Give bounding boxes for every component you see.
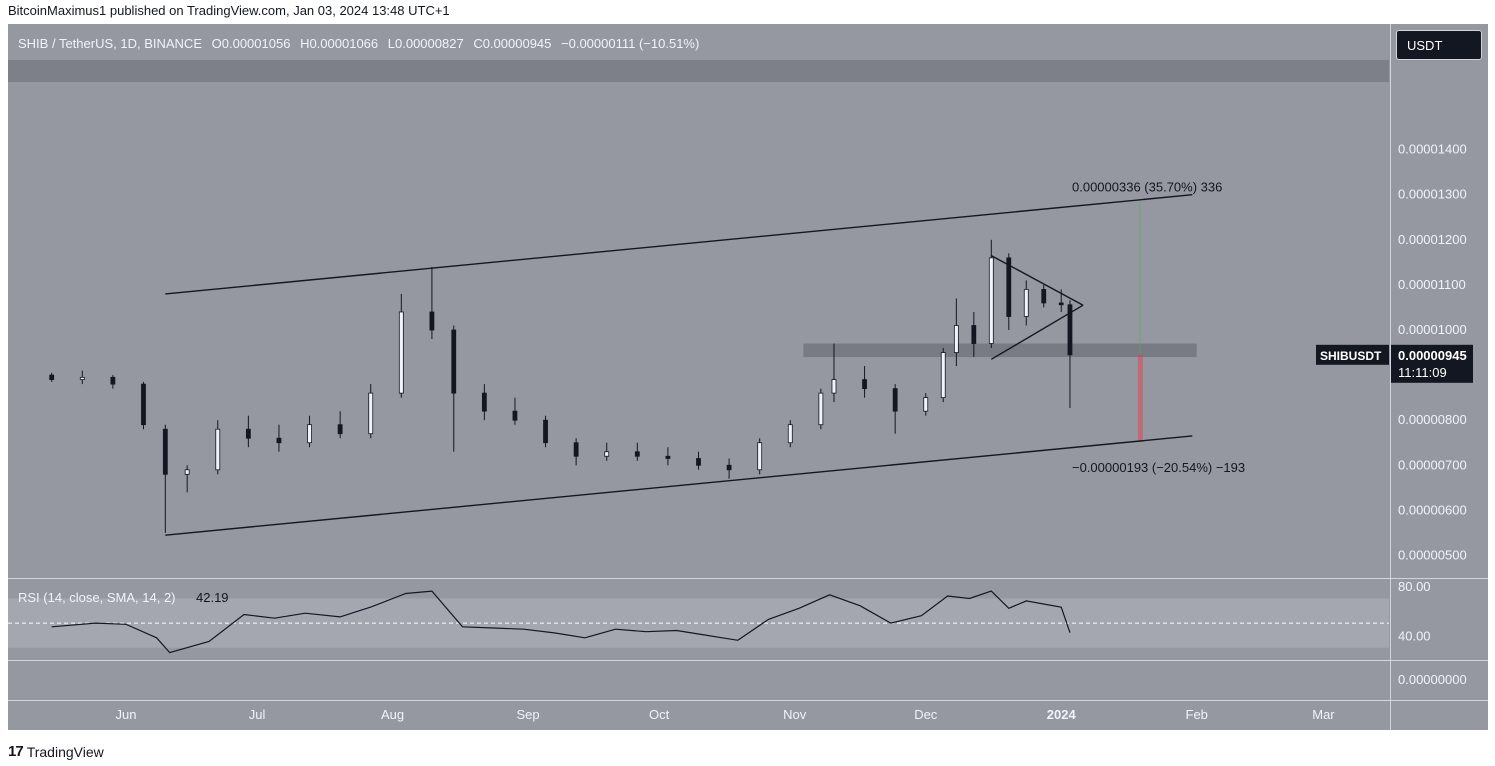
candle-body — [543, 419, 548, 444]
legend-symbol[interactable]: SHIB / TetherUS, 1D, BINANCE — [18, 36, 202, 51]
candle-body — [1041, 289, 1047, 304]
currency-button[interactable]: USDT — [1396, 30, 1482, 60]
candle-body — [787, 424, 793, 444]
candle-body — [1058, 302, 1064, 306]
candle-body — [818, 392, 824, 426]
resistance-zone — [803, 343, 1197, 358]
legend-band — [8, 60, 1389, 82]
trend-line — [165, 194, 1193, 295]
candle-body — [757, 442, 763, 471]
chart-legend: SHIB / TetherUS, 1D, BINANCE O0.00001056… — [18, 36, 699, 51]
bottom-pane-y-tick-label: 0.00000000 — [1398, 672, 1467, 687]
candle-body — [665, 455, 671, 459]
x-tick-label: Nov — [783, 707, 807, 722]
trend-line — [990, 254, 1084, 306]
candle-body — [1006, 257, 1012, 317]
legend-high-label: H — [300, 36, 310, 51]
legend-close-value: 0.00000945 — [482, 36, 552, 51]
candle-body — [696, 458, 701, 466]
legend-high-value: 0.00001066 — [309, 36, 379, 51]
x-tick-label: Jun — [116, 707, 137, 722]
y-tick-label: 0.00001200 — [1398, 232, 1467, 247]
x-tick-label: 2024 — [1047, 707, 1077, 722]
candle-body — [940, 352, 946, 399]
legend-open-value: 0.00001056 — [221, 36, 291, 51]
y-tick-label: 0.00000800 — [1398, 412, 1467, 427]
y-tick-label: 0.00001000 — [1398, 322, 1467, 337]
candle-body — [573, 442, 579, 457]
candle-body — [307, 424, 312, 444]
candle-body — [49, 374, 55, 381]
y-tick-label: 0.00000500 — [1398, 547, 1467, 562]
candle-body — [110, 376, 116, 385]
x-tick-label: Feb — [1186, 707, 1208, 722]
x-tick-label: Mar — [1312, 707, 1335, 722]
candle-body — [276, 437, 282, 444]
candle-body — [481, 392, 487, 412]
price-tag — [1391, 344, 1473, 383]
rsi-y-tick-label: 40.00 — [1398, 628, 1431, 643]
candle-body — [429, 311, 435, 331]
measure-down-label: −0.00000193 (−20.54%) −193 — [1072, 460, 1245, 475]
rsi-y-tick-label: 80.00 — [1398, 579, 1431, 594]
x-tick-label: Sep — [516, 707, 539, 722]
legend-low-value: 0.00000827 — [395, 36, 464, 51]
x-tick-label: Jul — [249, 707, 266, 722]
candle-body — [215, 428, 221, 471]
tradingview-brand: TradingView — [26, 743, 104, 760]
x-tick-label: Dec — [914, 707, 938, 722]
y-tick-label: 0.00000700 — [1398, 457, 1467, 472]
x-tick-label: Oct — [649, 707, 670, 722]
candle-body — [892, 388, 898, 412]
legend-close-label: C — [473, 36, 483, 51]
legend-low-label: L — [387, 36, 395, 51]
rsi-line — [51, 590, 1071, 654]
candle-body — [451, 329, 457, 394]
x-tick-label: Aug — [381, 707, 404, 722]
candle-body — [512, 410, 518, 421]
price-tag-value: 0.00000945 — [1398, 348, 1467, 363]
candle-body — [726, 464, 732, 471]
candle-body — [988, 257, 994, 344]
rsi-title: RSI (14, close, SMA, 14, 2) — [18, 590, 176, 605]
candle-body — [1023, 289, 1029, 317]
candle-body — [368, 392, 374, 435]
candle-body — [184, 469, 190, 475]
legend-open-label: O — [211, 36, 222, 51]
y-tick-label: 0.00001400 — [1398, 142, 1467, 157]
candle-body — [862, 379, 867, 390]
candle-body — [953, 325, 959, 353]
rsi-band — [8, 598, 1389, 648]
measure-up-label: 0.00000336 (35.70%) 336 — [1072, 179, 1222, 194]
candle-body — [141, 383, 146, 426]
candle-body — [634, 451, 640, 457]
tradingview-logo[interactable]: 17 TradingView — [8, 743, 104, 760]
y-tick-label: 0.00000600 — [1398, 502, 1467, 517]
candle-body — [245, 428, 251, 439]
rsi-value: 42.19 — [196, 590, 229, 605]
y-tick-label: 0.00001300 — [1398, 187, 1467, 202]
candle-body — [971, 325, 977, 344]
price-tag-countdown: 11:11:09 — [1398, 365, 1447, 380]
candle-body — [79, 376, 85, 381]
trend-line — [165, 435, 1193, 536]
y-tick-label: 0.00001100 — [1398, 277, 1466, 292]
symbol-tag-label: SHIBUSDT — [1320, 349, 1382, 363]
candle-body — [398, 311, 404, 394]
publisher-line: BitcoinMaximus1 published on TradingView… — [8, 3, 450, 18]
candle-body — [923, 397, 929, 412]
symbol-tag — [1316, 344, 1389, 365]
candle-body — [162, 428, 168, 475]
legend-change: −0.00000111 (−10.51%) — [561, 36, 700, 51]
tradingview-mark-icon: 17 — [8, 743, 24, 760]
candle-body — [337, 424, 343, 435]
candle-body — [604, 451, 610, 457]
candle-body — [1067, 304, 1073, 356]
candle-body — [831, 379, 837, 394]
measure-down-bar — [1137, 354, 1143, 442]
